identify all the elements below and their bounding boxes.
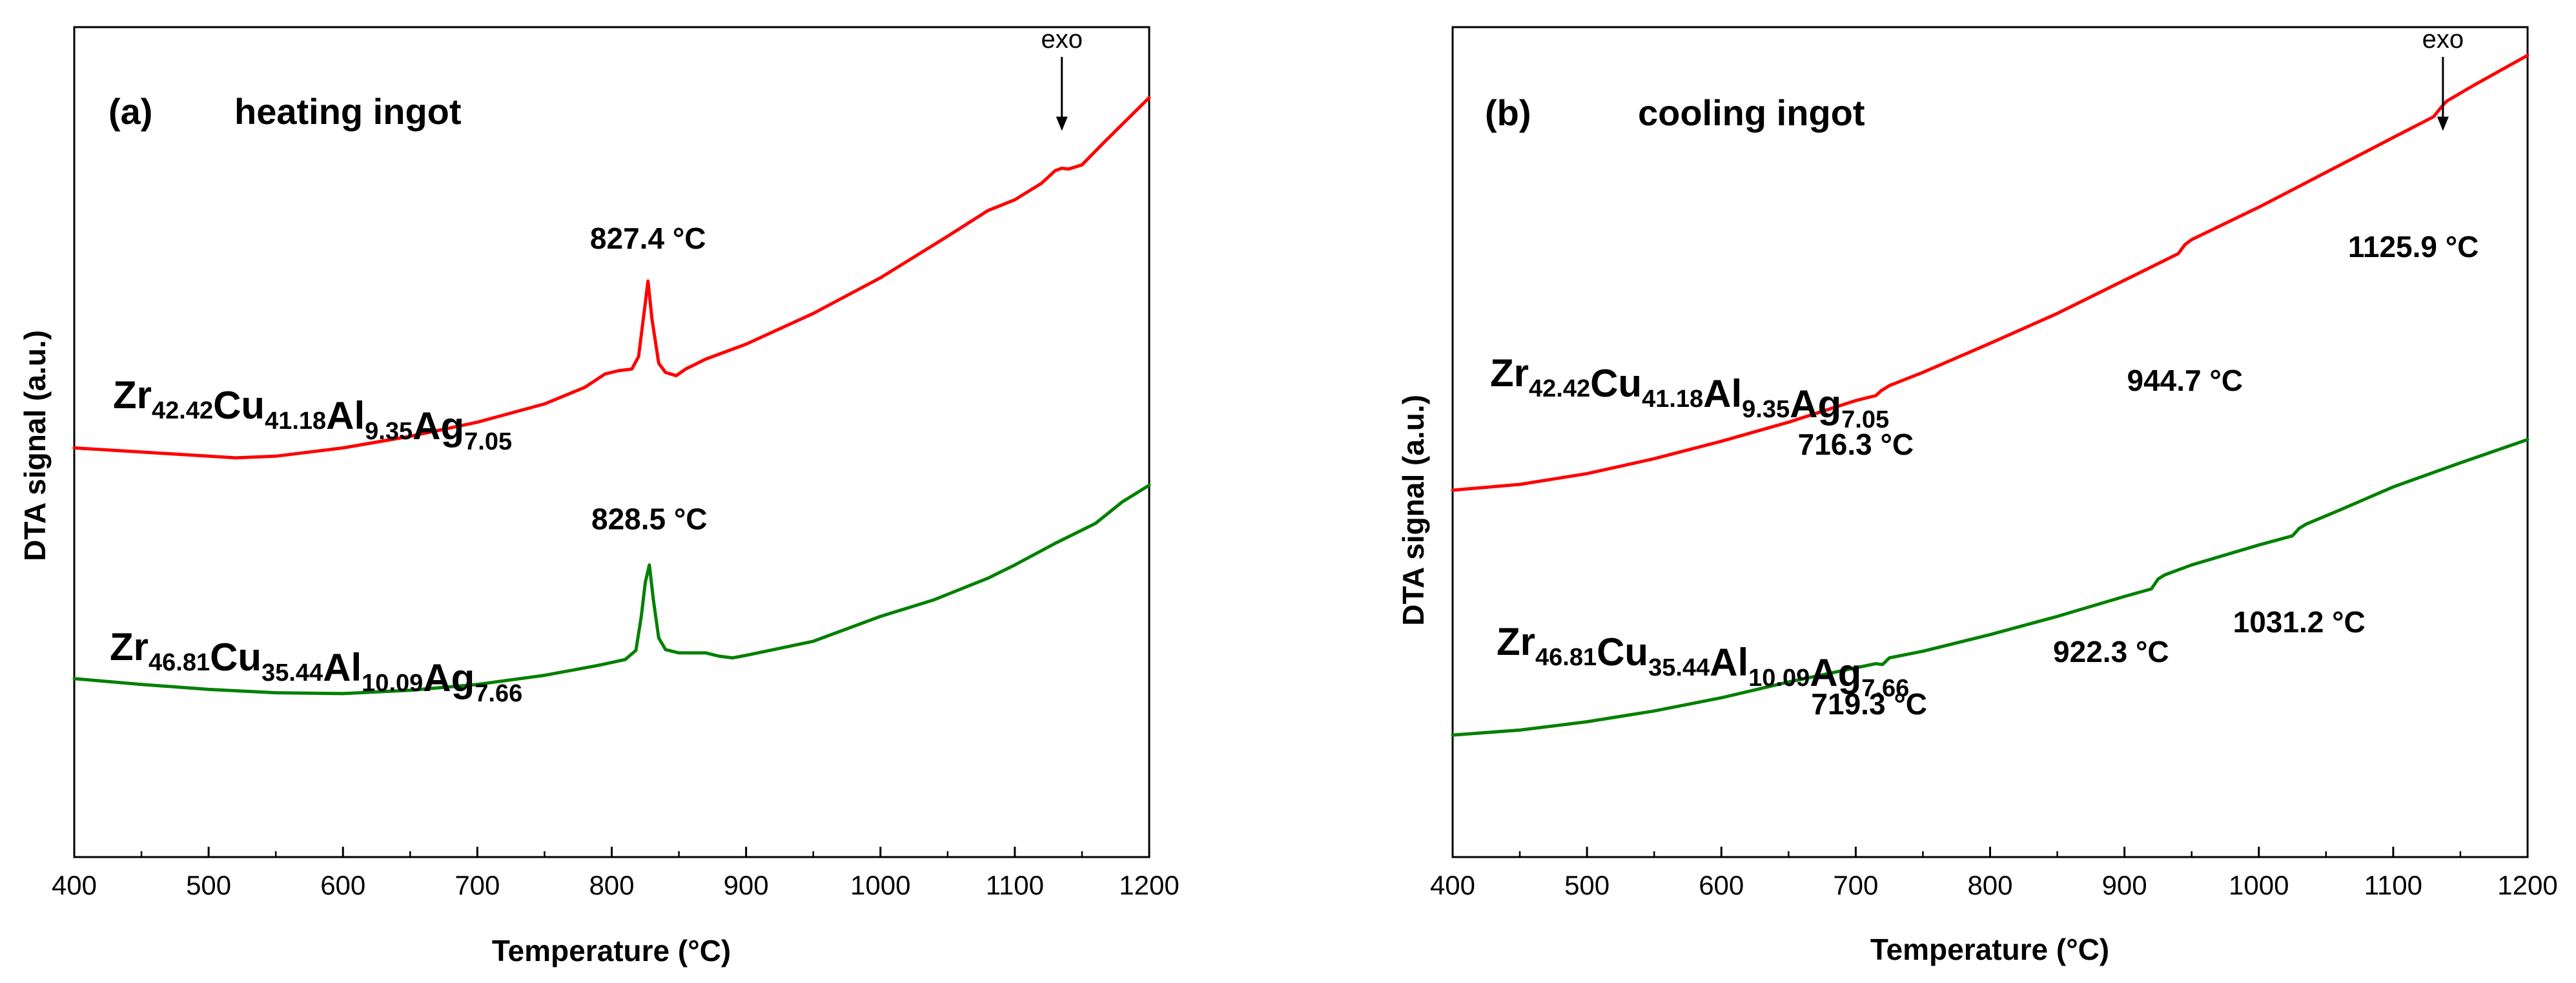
x-tick-label: 1000	[850, 870, 910, 900]
panel-a-legend-alloy-2: Zr46.81Cu35.44Al10.09Ag7.66	[110, 625, 522, 707]
panel-a-legend-alloy-1: Zr42.42Cu41.18Al9.35Ag7.05	[113, 373, 512, 455]
panel-a-annotations: 827.4 °C 828.5 °C exo	[590, 25, 1083, 535]
x-tick-label: 1000	[2229, 870, 2289, 900]
peak-temperature-label: 827.4 °C	[590, 222, 706, 255]
x-tick-label: 600	[1699, 870, 1744, 900]
x-tick-label: 800	[1967, 870, 2012, 900]
x-tick-label: 800	[589, 870, 634, 900]
peak-temperature-label: 716.3 °C	[1798, 428, 1914, 461]
panel-a-y-axis-title: DTA signal (a.u.)	[18, 330, 52, 561]
panel-b-x-axis-title: Temperature (°C)	[1870, 933, 2109, 966]
panel-a-x-tick-labels: 400 500 600 700 800 900 1000 1100 1200	[52, 870, 1180, 900]
panel-a-title: heating ingot	[234, 91, 462, 132]
panel-b-legend-alloy-2: Zr46.81Cu35.44Al10.09Ag7.66	[1497, 620, 1909, 702]
exo-label: exo	[1041, 25, 1083, 54]
series-line-1	[72, 96, 1151, 460]
panel-a-x-ticks	[73, 847, 1150, 857]
series-line-2	[72, 483, 1151, 696]
series-line-2	[1451, 438, 2530, 737]
peak-temperature-label: 944.7 °C	[2127, 364, 2244, 397]
panel-b-annotations: 716.3 °C 944.7 °C 1125.9 °C 719.3 °C 922.3 °…	[1798, 25, 2479, 721]
panel-a-series-lines	[72, 96, 1151, 696]
panel-b-y-axis-title: DTA signal (a.u.)	[1396, 395, 1430, 626]
series-line-1	[1451, 54, 2530, 492]
panel-b-legend-alloy-1: Zr42.42Cu41.18Al9.35Ag7.05	[1490, 351, 1889, 433]
x-tick-label: 1200	[2497, 870, 2557, 900]
exo-label: exo	[2422, 25, 2464, 54]
peak-temperature-label: 1125.9 °C	[2348, 230, 2479, 264]
panel-b-x-tick-labels: 400 500 600 700 800 900 1000 1100 1200	[1430, 870, 2558, 900]
panel-b-label: (b)	[1485, 92, 1531, 133]
exo-arrow-head	[2437, 116, 2449, 131]
panel-b-x-ticks	[1451, 847, 2529, 857]
x-tick-label: 1100	[986, 870, 1044, 900]
panel-b-cooling-ingot: 400 500 600 700 800 900 1000 1100 1200 (b) cooli…	[1396, 25, 2558, 966]
peak-temperature-label: 1031.2 °C	[2233, 605, 2366, 639]
x-tick-label: 400	[52, 870, 97, 900]
x-tick-label: 400	[1430, 870, 1475, 900]
panel-a-plot-frame	[73, 26, 1150, 858]
x-tick-label: 700	[455, 870, 500, 900]
x-tick-label: 500	[1564, 870, 1610, 900]
x-tick-label: 900	[724, 870, 769, 900]
x-tick-label: 900	[2102, 870, 2147, 900]
peak-temperature-label: 719.3 °C	[1811, 687, 1927, 721]
panel-a-x-axis-title: Temperature (°C)	[492, 934, 731, 967]
exo-arrow-head	[1056, 116, 1068, 131]
peak-temperature-label: 828.5 °C	[591, 502, 708, 535]
x-tick-label: 700	[1833, 870, 1878, 900]
x-tick-label: 1200	[1119, 870, 1179, 900]
x-tick-label: 1100	[2364, 870, 2422, 900]
peak-temperature-label: 922.3 °C	[2053, 635, 2169, 668]
panel-a-label: (a)	[108, 91, 152, 132]
panel-b-series-lines	[1451, 54, 2530, 737]
x-tick-label: 600	[320, 870, 365, 900]
panel-b-title: cooling ingot	[1638, 92, 1865, 133]
x-tick-label: 500	[186, 870, 231, 900]
panel-a-heating-ingot: 400 500 600 700 800 900 1000 1100 1200 (a) heati…	[18, 25, 1180, 967]
